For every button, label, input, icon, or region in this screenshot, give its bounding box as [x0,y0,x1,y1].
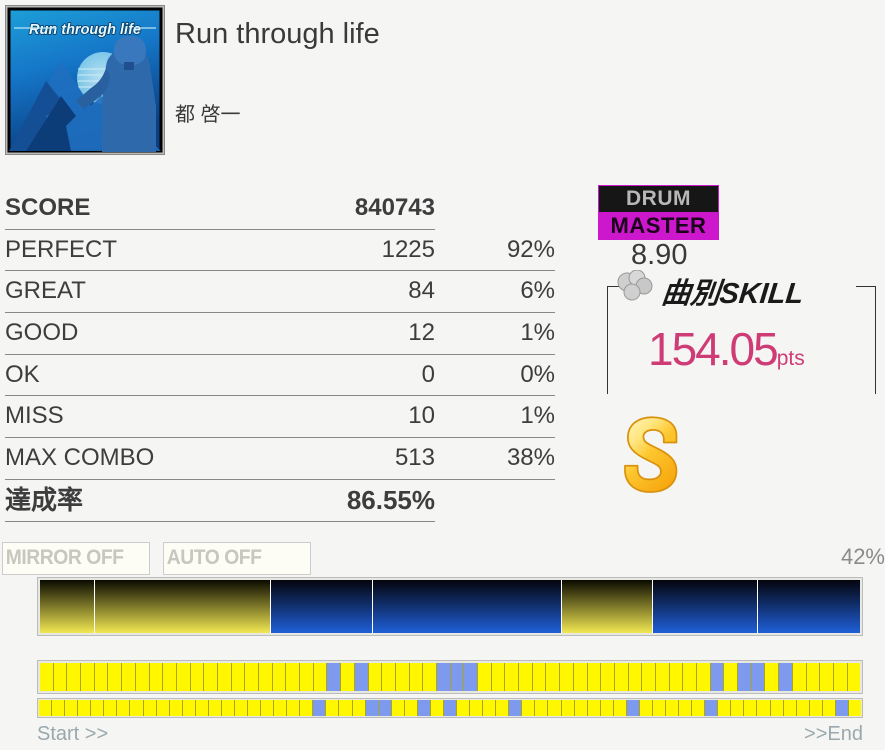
svg-text:Run through life: Run through life [29,22,141,38]
